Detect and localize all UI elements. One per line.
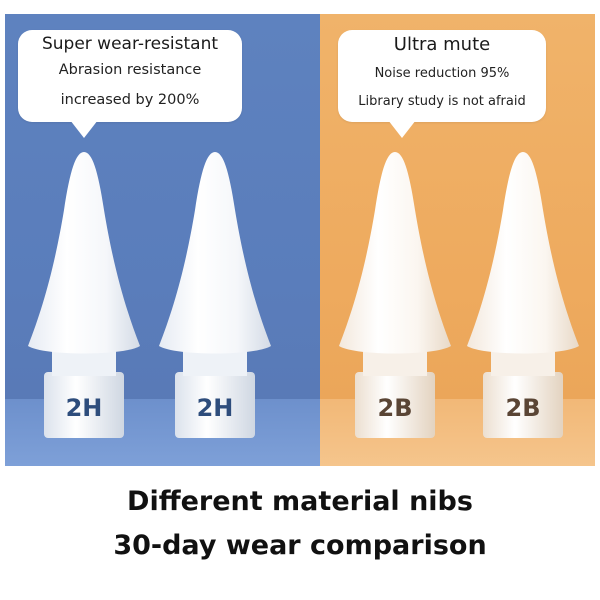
bubble-text-line: Abrasion resistance [58,62,202,78]
pencil-nib-2h: 2H [155,150,275,440]
pencil-nib-2b: 2B [335,150,455,440]
bubble-title: Super wear-resistant [41,34,219,54]
nib-hardness-label: 2B [505,394,541,422]
bubble-text-line: increased by 200% [60,92,200,108]
nib-hardness-label: 2B [377,394,413,422]
wear-resistant-speech-bubble: Super wear-resistant Abrasion resistance… [18,30,242,138]
nib-hardness-label: 2H [65,394,103,422]
bubble-text-line: Noise reduction 95% [374,66,510,81]
caption-line: 30-day wear comparison [113,530,487,561]
bubble-text-line: Library study is not afraid [358,94,526,109]
ultra-mute-speech-bubble: Ultra mute Noise reduction 95% Library s… [338,30,546,138]
pencil-nib-icon [467,152,579,438]
pencil-nib-2b: 2B [463,150,583,440]
pencil-nib-2h: 2H [24,150,144,440]
bubble-title: Ultra mute [393,34,491,55]
pencil-nib-icon [159,152,271,438]
caption-line: Different material nibs [127,486,473,517]
pencil-nib-icon [339,152,451,438]
pencil-nib-icon [28,152,140,438]
nib-hardness-label: 2H [196,394,234,422]
